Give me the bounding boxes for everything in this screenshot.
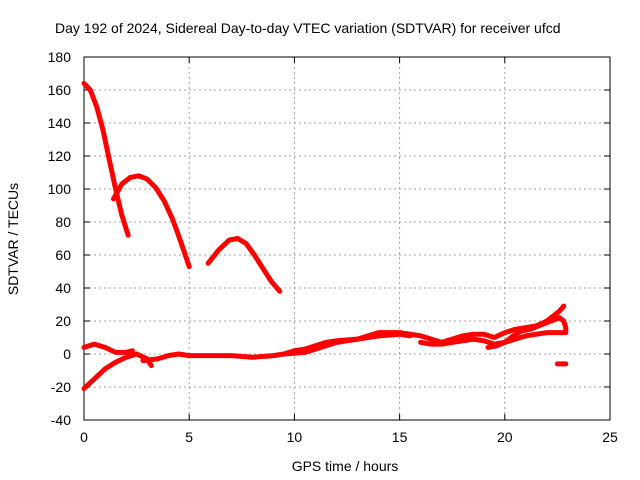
- y-axis-title: SDTVAR / TECUs: [5, 183, 21, 295]
- y-tick-label: 20: [55, 313, 71, 329]
- chart-title: Day 192 of 2024, Sidereal Day-to-day VTE…: [55, 20, 561, 36]
- series-line-arc-6: [140, 331, 413, 364]
- y-tick-label: 60: [55, 247, 71, 263]
- x-axis-title: GPS time / hours: [292, 458, 399, 474]
- y-tick-label: 180: [48, 49, 72, 65]
- y-tick-label: 160: [48, 82, 72, 98]
- series-line-arc-5: [81, 341, 135, 355]
- x-tick-label: 10: [287, 429, 303, 445]
- x-tick-label: 25: [602, 429, 618, 445]
- x-tick-label: 0: [80, 429, 88, 445]
- x-tick-label: 20: [497, 429, 513, 445]
- axis-ticks: 0 5 10 15 20 25 -40 -20 0 20 40 60 80 100 120 140 160 180: [48, 49, 618, 445]
- y-tick-label: 0: [63, 346, 71, 362]
- series-line-arc-1: [81, 80, 131, 238]
- series-line-arc-2: [111, 173, 192, 270]
- y-tick-label: 80: [55, 214, 71, 230]
- series-line-arc-10: [485, 315, 569, 350]
- y-tick-label: 140: [48, 115, 72, 131]
- x-tick-label: 15: [392, 429, 408, 445]
- series-line-arc-3: [205, 236, 283, 294]
- y-tick-label: -40: [51, 412, 71, 428]
- x-tick-label: 5: [185, 429, 193, 445]
- y-tick-label: 100: [48, 181, 72, 197]
- plot-frame: [83, 56, 611, 421]
- grid: [84, 57, 610, 420]
- series-line-arc-7: [281, 330, 413, 357]
- y-tick-label: -20: [51, 379, 71, 395]
- y-tick-label: 40: [55, 280, 71, 296]
- y-tick-label: 120: [48, 148, 72, 164]
- data-series: [81, 80, 569, 392]
